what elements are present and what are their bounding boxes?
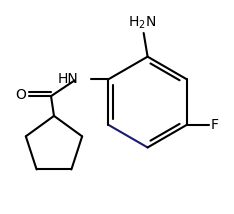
Text: O: O <box>15 88 26 102</box>
Text: HN: HN <box>58 72 79 86</box>
Text: F: F <box>211 118 219 132</box>
Text: H$_2$N: H$_2$N <box>128 15 156 31</box>
